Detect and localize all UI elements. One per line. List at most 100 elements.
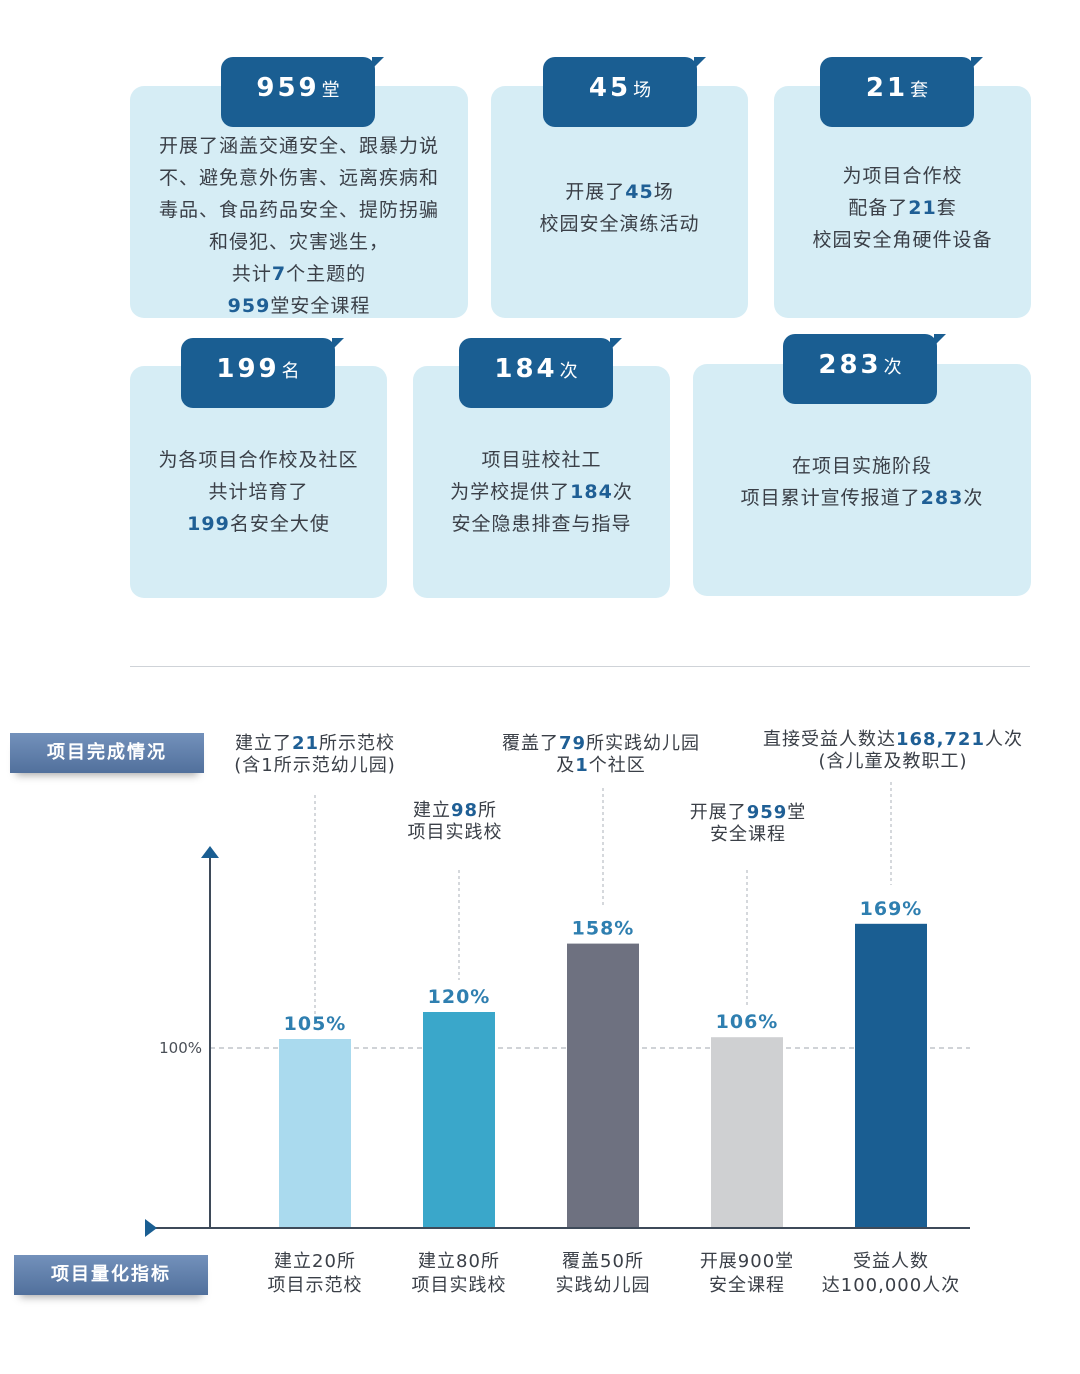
text-segment: 堂 xyxy=(787,802,807,823)
text-line: 直接受益人数达168,721人次 xyxy=(740,729,1046,751)
text-segment: 套 xyxy=(936,197,957,219)
text-segment: 毒品、食品药品安全、提防拐骗 xyxy=(158,199,439,221)
annotation-courses: 开展了959堂 安全课程 xyxy=(666,802,830,846)
badge-unit: 名 xyxy=(281,361,300,382)
category-label: 覆盖50所 实践幼儿园 xyxy=(523,1250,683,1298)
category-line: 开展900堂 xyxy=(699,1251,795,1272)
annotation-practice-schools: 建立98所 项目实践校 xyxy=(370,800,540,844)
text-segment: (含儿童及教职工) xyxy=(818,751,968,772)
text-segment: 覆盖了 xyxy=(501,733,559,754)
annotation-demo-schools: 建立了21所示范校 (含1所示范幼儿园) xyxy=(190,733,440,777)
category-line: 达100,000人次 xyxy=(821,1275,961,1296)
text-segment: 安全隐患排查与指导 xyxy=(451,513,632,535)
text-line: 安全课程 xyxy=(666,824,830,846)
text-line: 校园安全演练活动 xyxy=(501,208,738,240)
text-segment: 校园安全角硬件设备 xyxy=(812,229,993,251)
bar xyxy=(279,1039,351,1228)
text-line: (含儿童及教职工) xyxy=(740,751,1046,773)
text-line: 安全隐患排查与指导 xyxy=(423,508,660,540)
text-segment: 个主题的 xyxy=(286,263,367,285)
badge-number: 283 xyxy=(818,350,882,380)
text-segment: 开展了 xyxy=(565,181,626,203)
highlight-number: 21 xyxy=(908,197,937,219)
stat-badge-equipment: 21 套 xyxy=(820,57,983,127)
highlight-number: 184 xyxy=(570,481,613,503)
text-segment: 所 xyxy=(478,800,498,821)
text-segment: 在项目实施阶段 xyxy=(791,455,932,477)
highlight-number: 168,721 xyxy=(896,729,985,750)
text-segment: 名安全大使 xyxy=(229,513,330,535)
text-segment: 建立 xyxy=(412,800,451,821)
highlight-number: 79 xyxy=(558,733,587,754)
stat-badge-inspections: 184 次 xyxy=(459,338,622,408)
stat-badge-reports: 283 次 xyxy=(783,334,946,404)
category-label: 受益人数 达100,000人次 xyxy=(811,1250,971,1298)
value-label: 158% xyxy=(572,918,635,940)
badge-number: 959 xyxy=(256,73,320,103)
text-segment: 所实践幼儿园 xyxy=(586,733,701,754)
text-line: 在项目实施阶段 xyxy=(703,450,1021,482)
text-segment: 建立了 xyxy=(234,733,292,754)
text-line: 959堂安全课程 xyxy=(140,290,458,322)
badge-number: 199 xyxy=(216,354,280,384)
category-line: 项目实践校 xyxy=(411,1275,507,1296)
text-segment: 项目实践校 xyxy=(407,822,503,843)
stat-card-drills: 开展了45场 校园安全演练活动 xyxy=(491,86,748,318)
highlight-number: 21 xyxy=(291,733,320,754)
text-line: 项目实践校 xyxy=(370,822,540,844)
x-axis-arrow xyxy=(145,1219,157,1237)
category-label: 建立80所项目实践校 xyxy=(379,1250,539,1298)
highlight-number: 98 xyxy=(450,800,479,821)
text-segment: 共计 xyxy=(231,263,272,285)
text-segment: 项目累计宣传报道了 xyxy=(740,487,921,509)
text-line: 开展了45场 xyxy=(501,176,738,208)
text-line: 共计培育了 xyxy=(140,476,377,508)
category-line: 实践幼儿园 xyxy=(555,1275,651,1296)
text-segment: 次 xyxy=(612,481,633,503)
bar xyxy=(567,943,639,1228)
text-line: 毒品、食品药品安全、提防拐骗 xyxy=(140,194,458,226)
text-segment: 直接受益人数达 xyxy=(763,729,896,750)
badge-unit: 场 xyxy=(633,80,652,101)
highlight-number: 45 xyxy=(625,181,654,203)
text-segment: 个社区 xyxy=(588,755,646,776)
text-line: 为项目合作校 xyxy=(784,160,1021,192)
text-segment: 配备了 xyxy=(848,197,909,219)
card-text: 为各项目合作校及社区共计培育了 199名安全大使 xyxy=(140,444,377,540)
text-segment: 开展了涵盖交通安全、跟暴力说 xyxy=(158,135,439,157)
badge-unit: 堂 xyxy=(321,80,340,101)
badge-number: 45 xyxy=(588,73,632,103)
text-line: 开展了涵盖交通安全、跟暴力说 xyxy=(140,130,458,162)
text-line: 199名安全大使 xyxy=(140,508,377,540)
category-line: 建立80所 xyxy=(418,1251,500,1272)
bar xyxy=(423,1012,495,1228)
value-label: 169% xyxy=(860,898,923,920)
value-label: 105% xyxy=(284,1013,347,1035)
stat-badge-ambassadors: 199 名 xyxy=(181,338,344,408)
card-text: 在项目实施阶段项目累计宣传报道了283次 xyxy=(703,450,1021,514)
card-text: 开展了45场 校园安全演练活动 xyxy=(501,176,738,240)
indicators-label: 项目量化指标 xyxy=(14,1255,208,1295)
text-segment: 项目驻校社工 xyxy=(481,449,602,471)
value-label: 120% xyxy=(428,986,491,1008)
card-text: 为项目合作校 配备了21套 校园安全角硬件设备 xyxy=(784,160,1021,256)
reference-label: 100% xyxy=(159,1039,202,1057)
category-line: 建立20所 xyxy=(274,1251,356,1272)
stat-badge-courses: 959 堂 xyxy=(221,57,384,127)
category-line: 项目示范校 xyxy=(267,1275,363,1296)
text-segment: 和侵犯、灾害逃生， xyxy=(208,231,389,253)
highlight-number: 283 xyxy=(920,487,964,509)
y-axis-arrow xyxy=(201,846,219,858)
text-line: 及1个社区 xyxy=(470,755,732,777)
bar xyxy=(711,1037,783,1228)
text-line: 配备了21套 xyxy=(784,192,1021,224)
badge-unit: 套 xyxy=(910,80,929,101)
highlight-number: 959 xyxy=(746,802,788,823)
category-label: 开展900堂 安全课程 xyxy=(667,1250,827,1298)
text-segment: 及 xyxy=(556,755,576,776)
highlight-number: 959 xyxy=(227,295,271,317)
text-line: 项目累计宣传报道了283次 xyxy=(703,482,1021,514)
text-line: 开展了959堂 xyxy=(666,802,830,824)
text-line: 校园安全角硬件设备 xyxy=(784,224,1021,256)
text-segment: 为各项目合作校及社区 xyxy=(158,449,359,471)
